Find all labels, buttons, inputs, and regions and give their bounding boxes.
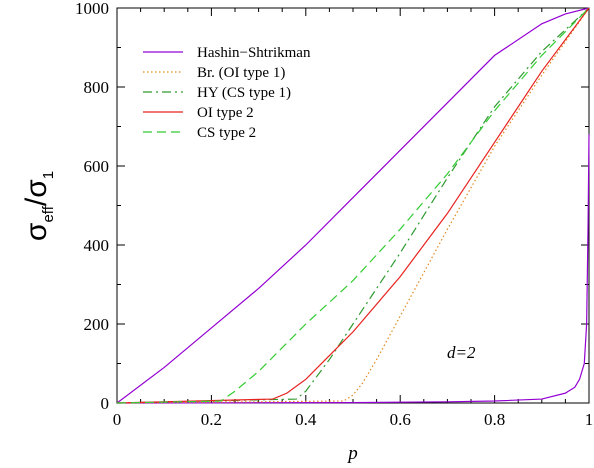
- y-axis-title: σeff/σ1: [20, 171, 57, 241]
- x-tick-label: 0.6: [390, 410, 411, 429]
- legend-label-4: CS type 2: [197, 125, 256, 141]
- x-tick-label: 0.8: [484, 410, 505, 429]
- y-axis-title-sub1: eff: [40, 205, 57, 222]
- y-tick-label: 1000: [75, 0, 109, 18]
- series-line-2: [116, 7, 590, 404]
- annotation-d2: d=2: [447, 343, 476, 362]
- y-axis-title-base: σ: [20, 222, 53, 241]
- legend-label-0: Hashin−Shtrikman: [197, 45, 311, 61]
- plot-frame: [116, 7, 590, 404]
- x-tick-label: 0.2: [201, 410, 222, 429]
- series-line-5: [116, 7, 590, 404]
- legend: Hashin−Shtrikman Br. (OI type 1) HY (CS ty…: [143, 45, 311, 141]
- x-tick-label: 1: [585, 410, 594, 429]
- y-tick-label: 200: [84, 315, 110, 334]
- y-tick-label: 400: [84, 236, 110, 255]
- series-line-1: [116, 134, 590, 404]
- y-axis-title-sub2: 1: [40, 171, 57, 179]
- y-tick-label: 800: [84, 78, 110, 97]
- x-axis-title: p: [346, 443, 358, 464]
- legend-label-3: OI type 2: [197, 105, 254, 121]
- series-line-0: [116, 7, 590, 404]
- axis-ticks: 0 0.2 0.4 0.6 0.8 1 0 200 400 600 800 1000: [75, 0, 593, 429]
- legend-label-2: HY (CS type 1): [197, 85, 291, 101]
- series-line-4: [116, 7, 590, 404]
- series-layer: [116, 7, 590, 404]
- series-line-3: [116, 7, 590, 404]
- x-tick-label: 0.4: [295, 410, 317, 429]
- y-axis-title-mid: /σ: [20, 179, 53, 206]
- legend-label-1: Br. (OI type 1): [197, 65, 285, 81]
- y-tick-label: 600: [84, 157, 110, 176]
- x-tick-label: 0: [113, 410, 122, 429]
- y-tick-label: 0: [101, 394, 110, 413]
